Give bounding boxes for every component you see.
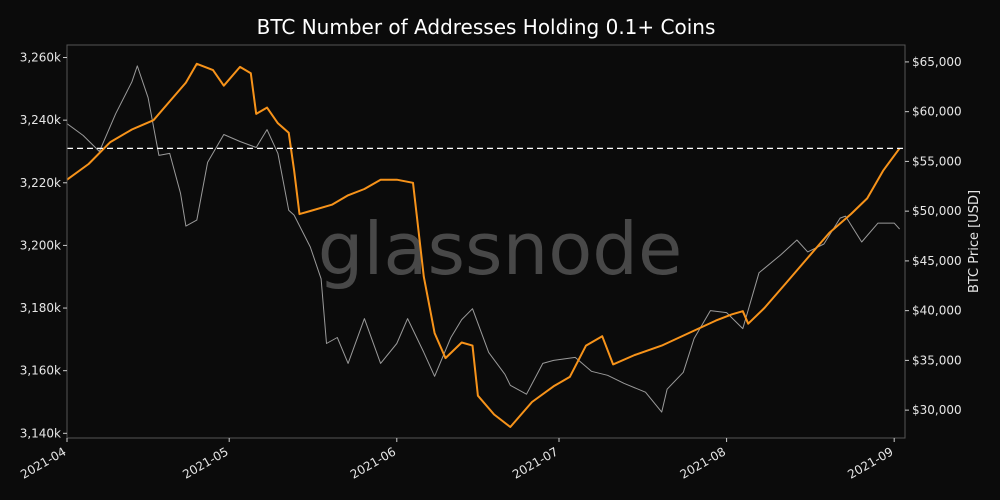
left-y-axis: 3,140k 3,160k 3,180k 3,200k 3,220k 3,240k 3,26…	[20, 51, 67, 440]
left-y-tick-label: 3,240k	[20, 113, 61, 127]
right-y-tick-label: $45,000	[912, 254, 962, 268]
right-y-tick-label: $60,000	[912, 105, 962, 119]
right-y-tick-label: $50,000	[912, 204, 962, 218]
right-y-axis: $30,000 $35,000 $40,000 $45,000 $50,000 $55,0…	[905, 55, 962, 417]
left-y-tick-label: 3,160k	[20, 364, 61, 378]
left-y-tick-label: 3,200k	[20, 238, 61, 252]
price-line	[66, 65, 900, 413]
left-y-tick-label: 3,140k	[20, 426, 61, 440]
right-y-tick-label: $65,000	[912, 55, 962, 69]
chart-title: BTC Number of Addresses Holding 0.1+ Coi…	[257, 15, 716, 39]
watermark: glassnode	[318, 207, 683, 291]
addresses-line	[66, 62, 901, 428]
left-y-tick-label: 3,180k	[20, 301, 61, 315]
right-y-tick-label: $40,000	[912, 304, 962, 318]
right-y-tick-label: $30,000	[912, 403, 962, 417]
left-y-tick-label: 3,260k	[20, 51, 61, 65]
right-y-tick-label: $55,000	[912, 154, 962, 168]
plot-frame	[66, 44, 906, 439]
left-y-tick-label: 3,220k	[20, 176, 61, 190]
series-layer	[66, 62, 901, 428]
right-y-tick-label: $35,000	[912, 353, 962, 367]
right-y-axis-label: BTC Price [USD]	[967, 190, 982, 293]
